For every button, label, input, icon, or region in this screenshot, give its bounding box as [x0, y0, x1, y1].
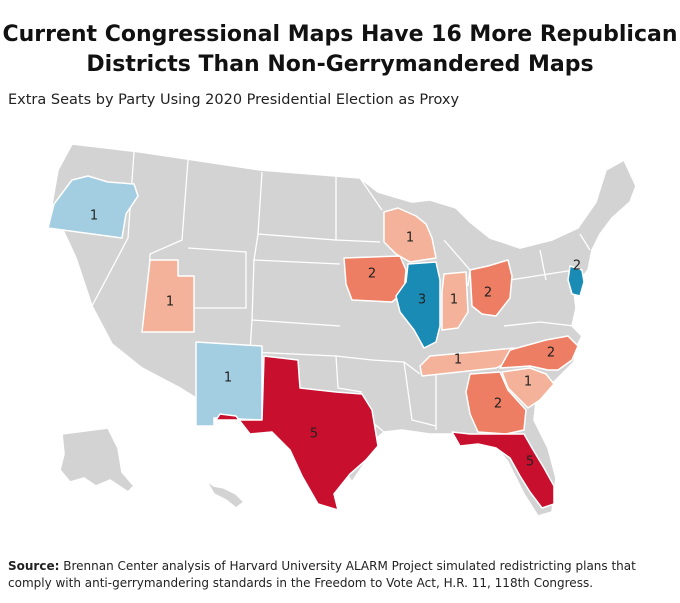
- state-new-jersey[interactable]: 2: [567, 259, 585, 297]
- map-subtitle: Extra Seats by Party Using 2020 Presiden…: [8, 92, 460, 108]
- oregon-shape[interactable]: [47, 175, 139, 239]
- state-north-carolina[interactable]: 2: [499, 335, 579, 371]
- north-carolina-shape[interactable]: [499, 335, 579, 371]
- state-georgia[interactable]: 2: [465, 371, 527, 435]
- us-map: 1 1 1 5 2 1 3 1: [0, 130, 680, 530]
- georgia-seats-label: 2: [494, 397, 502, 412]
- alaska-shape: [59, 427, 136, 494]
- iowa-seats-label: 2: [368, 267, 376, 282]
- hawaii-shape: [205, 479, 246, 510]
- title-line-2: Districts Than Non-Gerrymandered Maps: [86, 52, 594, 77]
- new-mexico-seats-label: 1: [224, 371, 232, 386]
- map-title: Current Congressional Maps Have 16 More …: [0, 20, 680, 80]
- source-text: Brennan Center analysis of Harvard Unive…: [8, 559, 636, 590]
- texas-seats-label: 5: [310, 427, 318, 442]
- state-south-carolina[interactable]: 1: [501, 367, 555, 409]
- state-oregon[interactable]: 1: [47, 175, 139, 239]
- state-utah[interactable]: 1: [141, 259, 195, 333]
- wisconsin-seats-label: 1: [406, 231, 414, 246]
- source-label: Source:: [8, 559, 60, 573]
- florida-shape[interactable]: [451, 431, 555, 509]
- indiana-shape[interactable]: [441, 271, 469, 331]
- south-carolina-shape[interactable]: [501, 367, 555, 409]
- tennessee-seats-label: 1: [454, 353, 462, 368]
- state-indiana[interactable]: 1: [441, 271, 469, 331]
- florida-seats-label: 5: [526, 455, 534, 470]
- indiana-seats-label: 1: [450, 293, 458, 308]
- ohio-shape[interactable]: [469, 259, 513, 317]
- state-illinois[interactable]: 3: [395, 261, 441, 349]
- south-carolina-seats-label: 1: [524, 375, 532, 390]
- state-texas[interactable]: 5: [215, 355, 379, 511]
- new-jersey-seats-label: 2: [573, 259, 581, 274]
- state-florida[interactable]: 5: [451, 431, 555, 509]
- north-carolina-seats-label: 2: [547, 346, 555, 361]
- illinois-shape[interactable]: [395, 261, 441, 349]
- illinois-seats-label: 3: [418, 293, 426, 308]
- state-ohio[interactable]: 2: [469, 259, 513, 317]
- utah-seats-label: 1: [166, 295, 174, 310]
- title-line-1: Current Congressional Maps Have 16 More …: [2, 22, 678, 47]
- state-new-mexico[interactable]: 1: [195, 341, 263, 427]
- georgia-shape[interactable]: [465, 371, 527, 435]
- texas-shape[interactable]: [215, 355, 379, 511]
- oregon-seats-label: 1: [90, 209, 98, 224]
- source-note: Source: Brennan Center analysis of Harva…: [8, 558, 672, 592]
- new-jersey-shape[interactable]: [567, 265, 585, 297]
- utah-shape[interactable]: [141, 259, 195, 333]
- us-map-svg: 1 1 1 5 2 1 3 1: [47, 143, 637, 517]
- ohio-seats-label: 2: [484, 286, 492, 301]
- wisconsin-shape[interactable]: [383, 207, 437, 263]
- new-mexico-shape[interactable]: [195, 341, 263, 427]
- state-wisconsin[interactable]: 1: [383, 207, 437, 263]
